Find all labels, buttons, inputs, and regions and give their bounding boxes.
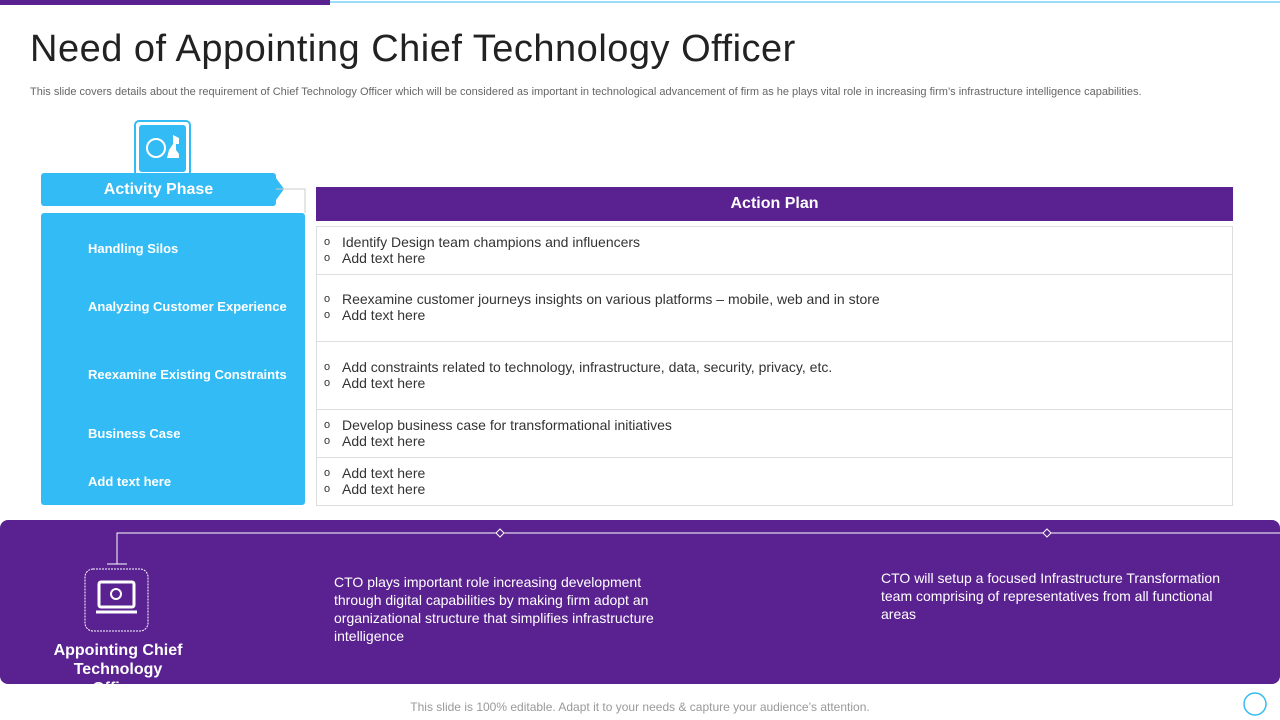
activity-item: Reexamine Existing Constraints [88, 367, 287, 382]
action-bullet: Add text here [324, 250, 425, 266]
action-row: Identify Design team champions and influ… [316, 226, 1233, 275]
activity-item: Add text here [88, 474, 172, 489]
title: Need of Appointing Chief Technology Offi… [30, 28, 796, 70]
action-bullet: Add text here [324, 375, 425, 391]
action-row: Reexamine customer journeys insights on … [316, 274, 1233, 342]
bottom-label: Appointing Chief Technology Officer [53, 642, 183, 697]
activity-item: Analyzing Customer Experience [88, 299, 287, 314]
action-bullet: Add text here [324, 465, 425, 481]
action-row: Add constraints related to technology, i… [316, 342, 1233, 410]
bottom-text: CTO plays important role increasing deve… [334, 574, 654, 644]
action-header: Action Plan [316, 187, 1233, 221]
bottom-text: CTO will setup a focused Infrastructure … [881, 570, 1220, 622]
subtitle: This slide covers details about the requ… [30, 86, 1142, 98]
action-bullet: Develop business case for transformation… [324, 417, 672, 433]
bottom-decor [84, 528, 1280, 632]
activity-item: Business Case [88, 426, 181, 441]
action-bullet: Add text here [324, 433, 425, 449]
footer: This slide is 100% editable. Adapt it to… [410, 700, 870, 714]
activity-header: Activity Phase [41, 173, 276, 206]
action-bullet: Add constraints related to technology, i… [324, 359, 832, 375]
activity-item: Handling Silos [88, 241, 179, 256]
action-bullet: Add text here [324, 307, 425, 323]
action-bullet: Add text here [324, 481, 425, 497]
action-bullet: Reexamine customer journeys insights on … [324, 291, 880, 307]
action-row: Add text hereAdd text here [316, 458, 1233, 506]
action-bullet: Identify Design team champions and influ… [324, 234, 640, 250]
activity-panel [41, 213, 305, 505]
action-row: Develop business case for transformation… [316, 410, 1233, 458]
bottom-band [0, 520, 1280, 684]
